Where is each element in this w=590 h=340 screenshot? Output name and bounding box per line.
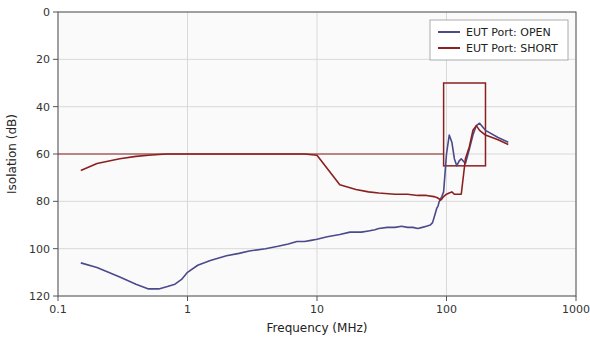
y-tick <box>53 154 58 155</box>
plot-area <box>58 12 576 296</box>
x-tick <box>187 296 188 301</box>
y-tick <box>53 201 58 202</box>
x-axis-label: Frequency (MHz) <box>267 321 368 335</box>
y-tick <box>53 12 58 13</box>
x-tick <box>446 296 447 301</box>
y-tick-label: 120 <box>29 290 50 303</box>
y-grid-line <box>58 154 576 155</box>
y-grid-line <box>58 106 576 107</box>
y-tick-label: 80 <box>36 195 50 208</box>
y-tick <box>53 296 58 297</box>
legend-label: EUT Port: SHORT <box>466 42 558 55</box>
x-tick <box>576 296 577 301</box>
legend-swatch <box>438 47 460 49</box>
ticks: 0.1 1 10 100 1000 0 20 40 60 80 100 120 <box>29 6 590 316</box>
series-line <box>81 123 508 289</box>
y-tick <box>53 59 58 60</box>
y-tick-label: 100 <box>29 243 50 256</box>
x-tick-label: 1000 <box>562 303 590 316</box>
x-tick-label: 10 <box>310 303 324 316</box>
x-tick-label: 0.1 <box>49 303 67 316</box>
x-tick-label: 1 <box>184 303 191 316</box>
grid <box>58 12 576 296</box>
y-tick <box>53 106 58 107</box>
y-axis-label: Isolation (dB) <box>5 114 19 194</box>
y-tick-label: 0 <box>43 6 50 19</box>
y-tick <box>53 248 58 249</box>
legend: EUT Port: OPEN EUT Port: SHORT <box>430 20 568 60</box>
x-tick <box>58 296 59 301</box>
y-grid-line <box>58 201 576 202</box>
y-tick-label: 20 <box>36 53 50 66</box>
legend-label: EUT Port: OPEN <box>466 26 551 39</box>
legend-swatch <box>438 31 460 33</box>
y-tick-label: 40 <box>36 101 50 114</box>
y-grid-line <box>58 248 576 249</box>
x-tick-label: 100 <box>436 303 457 316</box>
plot-frame <box>58 12 576 296</box>
legend-box <box>430 20 568 60</box>
data-layer <box>58 83 508 289</box>
y-tick-label: 60 <box>36 148 50 161</box>
chart: 0.1 1 10 100 1000 0 20 40 60 80 100 120 Frequency (M… <box>0 0 590 340</box>
x-tick <box>317 296 318 301</box>
series-line <box>81 126 508 201</box>
